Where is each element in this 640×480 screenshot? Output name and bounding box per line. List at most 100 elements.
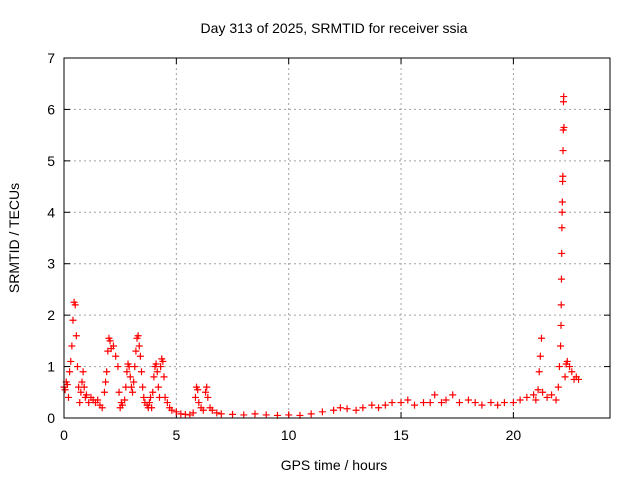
data-point <box>442 396 450 404</box>
data-point <box>61 386 69 394</box>
data-point <box>126 373 134 381</box>
data-point <box>537 334 545 342</box>
x-axis: 0 5 10 15 20 <box>60 58 521 443</box>
data-point <box>455 399 463 407</box>
data-point <box>559 147 567 155</box>
data-point <box>388 399 396 407</box>
data-point <box>548 391 556 399</box>
data-point <box>103 368 111 376</box>
data-point <box>404 396 412 404</box>
data-point <box>94 396 102 404</box>
data-point <box>147 393 155 401</box>
data-point <box>478 401 486 409</box>
data-point <box>558 198 566 206</box>
data-point <box>64 393 72 401</box>
y-tick-label: 5 <box>47 153 55 169</box>
data-point <box>77 388 85 396</box>
data-point <box>213 409 221 417</box>
y-tick-label: 2 <box>47 307 55 323</box>
data-point <box>557 301 565 309</box>
data-point <box>431 391 439 399</box>
data-point <box>563 357 571 365</box>
data-point <box>78 378 86 386</box>
x-tick-label: 20 <box>506 427 522 443</box>
data-point <box>202 388 210 396</box>
data-point <box>208 406 216 414</box>
data-point <box>131 363 139 371</box>
data-point <box>397 399 405 407</box>
data-point <box>251 410 259 418</box>
y-axis-label: SRMTID / TECUs <box>6 183 22 293</box>
data-point <box>160 373 168 381</box>
data-point <box>149 388 157 396</box>
data-point <box>115 388 123 396</box>
x-tick-label: 10 <box>281 427 297 443</box>
data-point <box>163 399 171 407</box>
data-point <box>140 393 148 401</box>
data-point <box>368 401 376 409</box>
data-point <box>536 352 544 360</box>
data-point <box>204 393 212 401</box>
data-point <box>554 383 562 391</box>
data-point <box>516 396 524 404</box>
data-point <box>464 396 472 404</box>
data-point <box>82 391 90 399</box>
data-point <box>575 375 583 383</box>
y-tick-label: 0 <box>47 410 55 426</box>
data-point <box>153 368 161 376</box>
y-axis: 0 1 2 3 4 5 6 7 <box>47 50 610 426</box>
data-point <box>72 332 80 340</box>
data-point <box>76 399 84 407</box>
data-point <box>136 352 144 360</box>
data-point <box>172 408 180 416</box>
data-point <box>437 399 445 407</box>
data-point <box>138 368 146 376</box>
data-point <box>561 373 569 381</box>
data-point <box>557 321 565 329</box>
data-point <box>154 383 162 391</box>
data-point <box>102 378 110 386</box>
data-point <box>532 396 540 404</box>
data-point <box>168 406 176 414</box>
data-point <box>449 391 457 399</box>
y-tick-label: 3 <box>47 256 55 272</box>
data-point <box>560 123 568 131</box>
y-tick-label: 1 <box>47 359 55 375</box>
data-point <box>558 224 566 232</box>
data-point <box>139 383 147 391</box>
data-point <box>539 388 547 396</box>
x-tick-label: 5 <box>172 427 180 443</box>
data-point <box>359 404 367 412</box>
data-point <box>336 404 344 412</box>
data-point <box>132 347 140 355</box>
data-point <box>195 399 203 407</box>
data-point <box>199 406 207 414</box>
data-point <box>194 386 202 394</box>
data-point <box>98 404 106 412</box>
y-tick-label: 6 <box>47 101 55 117</box>
data-point <box>558 249 566 257</box>
data-point <box>161 393 169 401</box>
data-point <box>130 378 138 386</box>
data-point <box>135 342 143 350</box>
data-point <box>558 208 566 216</box>
data-point <box>560 93 568 101</box>
data-point <box>471 399 479 407</box>
x-tick-label: 15 <box>393 427 409 443</box>
data-point <box>420 399 428 407</box>
data-point <box>555 363 563 371</box>
data-point <box>494 401 502 409</box>
data-point <box>157 363 165 371</box>
data-point <box>191 393 199 401</box>
data-point <box>352 406 360 414</box>
data-point <box>534 386 542 394</box>
data-point <box>127 383 135 391</box>
data-point <box>381 401 389 409</box>
data-point <box>123 368 131 376</box>
data-point <box>68 342 76 350</box>
data-point <box>552 396 560 404</box>
data-point <box>63 381 71 389</box>
plot-frame <box>63 57 611 419</box>
data-series <box>60 93 583 419</box>
